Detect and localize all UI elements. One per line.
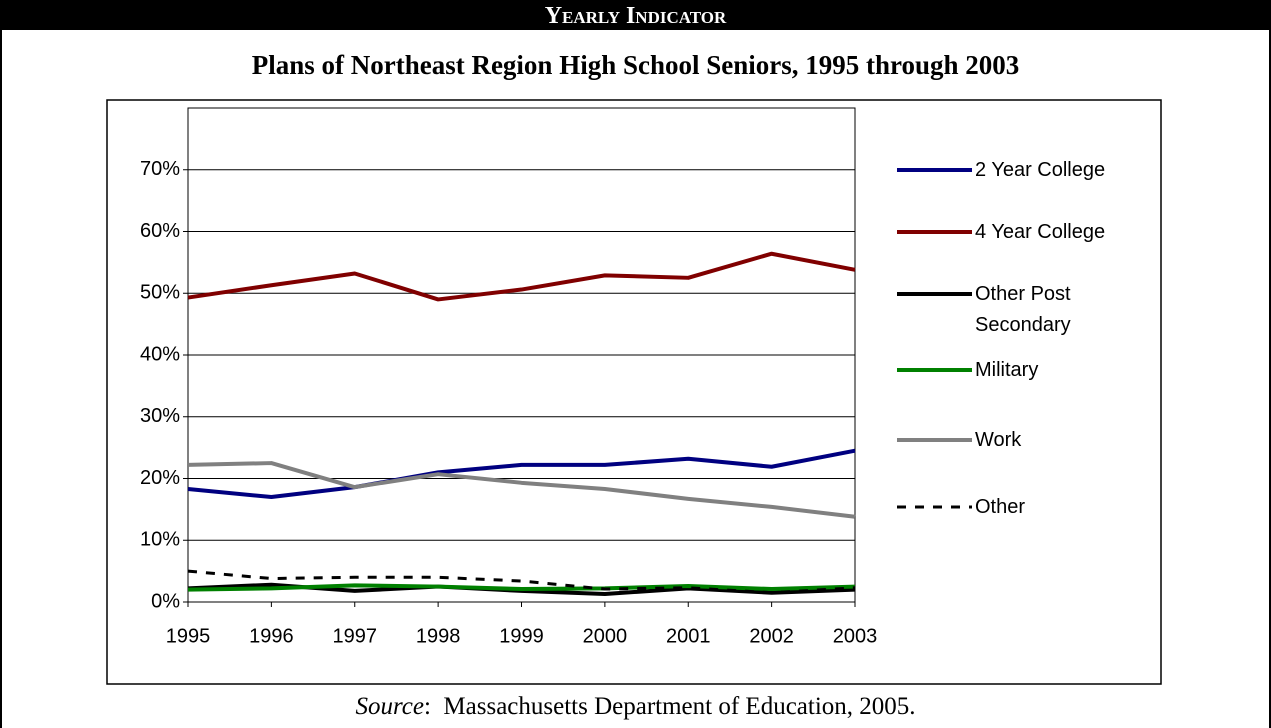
chart-title: Plans of Northeast Region High School Se… — [251, 50, 1020, 80]
series-line — [187, 251, 856, 302]
series-line — [187, 461, 856, 519]
x-tick-label: 1998 — [416, 625, 461, 647]
y-tick-label: 20% — [140, 467, 180, 489]
series-line — [187, 448, 856, 500]
x-tick-label: 1995 — [166, 625, 211, 647]
legend-label: Other — [975, 495, 1026, 518]
source-label: Source — [355, 693, 424, 720]
y-tick-label: 0% — [151, 590, 180, 612]
y-tick-label: 70% — [140, 158, 180, 180]
legend-label: Work — [975, 428, 1022, 451]
x-tick-label: 2000 — [583, 625, 628, 647]
y-tick-label: 60% — [140, 220, 180, 242]
chart-frame — [106, 99, 1162, 685]
y-tick-label: 10% — [140, 529, 180, 551]
legend-label: 4 Year College — [975, 220, 1106, 243]
legend-label: Military — [975, 358, 1039, 381]
source: Source: Massachusetts Department of Educ… — [0, 693, 1271, 721]
series-line — [187, 569, 856, 595]
source-text: : Massachusetts Department of Education,… — [423, 693, 916, 720]
series-line — [187, 583, 856, 592]
x-tick-label: 1999 — [499, 625, 544, 647]
legend-label: Other Post Secondary — [975, 282, 1071, 336]
x-tick-label: 2002 — [749, 625, 794, 647]
x-tick-label: 1996 — [249, 625, 294, 647]
x-tick-label: 1997 — [333, 625, 378, 647]
y-tick-label: 40% — [140, 343, 180, 365]
y-tick-label: 50% — [140, 282, 180, 304]
legend-label: 2 Year College — [975, 158, 1106, 181]
header: Yearly Indicator — [0, 0, 1271, 30]
x-tick-label: 2003 — [833, 625, 878, 647]
x-tick-label: 2001 — [666, 625, 711, 647]
y-tick-label: 30% — [140, 405, 180, 427]
